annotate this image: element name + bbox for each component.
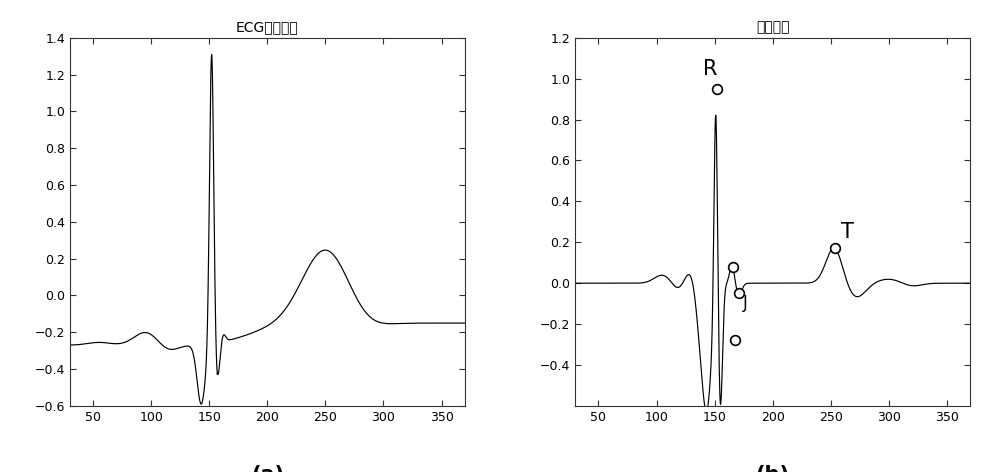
Text: (b): (b) xyxy=(756,465,790,472)
Text: J: J xyxy=(742,294,747,312)
Text: R: R xyxy=(703,59,717,78)
Title: ECG平滑信号: ECG平滑信号 xyxy=(236,20,299,34)
Title: 曲率曲线: 曲率曲线 xyxy=(756,20,789,34)
Text: (a): (a) xyxy=(251,465,284,472)
Text: T: T xyxy=(841,222,854,242)
